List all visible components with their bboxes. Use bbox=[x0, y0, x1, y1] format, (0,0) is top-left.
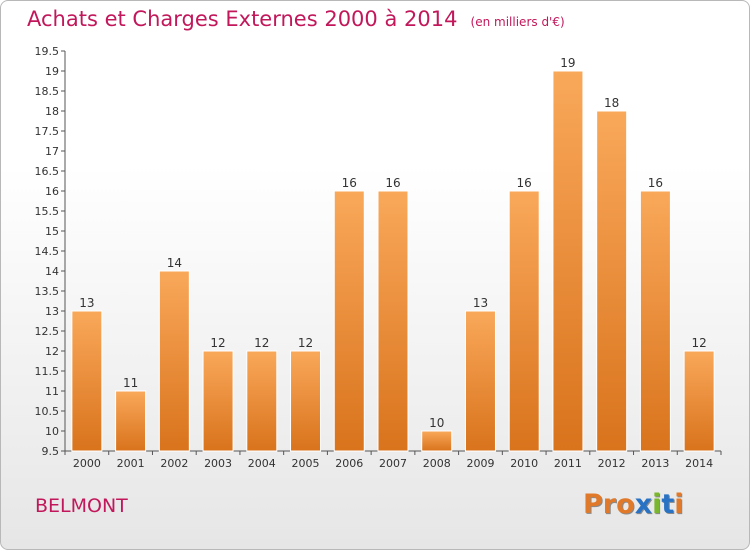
y-tick-label: 16 bbox=[45, 185, 59, 198]
y-tick-label: 19 bbox=[45, 65, 59, 78]
x-tick-label: 2003 bbox=[204, 457, 232, 470]
logo-letter: P bbox=[583, 489, 603, 520]
y-tick-label: 13 bbox=[45, 305, 59, 318]
x-tick-label: 2004 bbox=[248, 457, 276, 470]
bar bbox=[464, 310, 496, 452]
x-tick-label: 2012 bbox=[598, 457, 626, 470]
chart-unit: (en milliers d'€) bbox=[470, 15, 565, 29]
y-axis: 9.5 10 10.5 11 11.5 12 12.5 13 13.5 14 14.5 15 15.5 1… bbox=[35, 45, 66, 458]
bar bbox=[290, 350, 322, 452]
x-tick-label: 2006 bbox=[335, 457, 363, 470]
x-tick-label: 2001 bbox=[117, 457, 145, 470]
y-tick-label: 9.5 bbox=[42, 445, 60, 458]
bar bbox=[246, 350, 278, 452]
bar-value-label: 19 bbox=[560, 56, 575, 70]
logo-letter: i bbox=[674, 489, 684, 520]
logo-letter: i bbox=[652, 489, 662, 520]
bar-value-label: 12 bbox=[691, 336, 706, 350]
x-tick-label: 2013 bbox=[641, 457, 669, 470]
bar-value-label: 12 bbox=[210, 336, 225, 350]
x-tick-label: 2000 bbox=[73, 457, 101, 470]
bar bbox=[421, 430, 453, 452]
y-tick-label: 14.5 bbox=[35, 245, 60, 258]
bar-value-label: 10 bbox=[429, 416, 444, 430]
y-tick-label: 15 bbox=[45, 225, 59, 238]
bar-value-label: 16 bbox=[517, 176, 532, 190]
x-tick-label: 2005 bbox=[292, 457, 320, 470]
y-tick-label: 19.5 bbox=[35, 45, 60, 58]
y-tick-label: 11 bbox=[45, 385, 59, 398]
bar-value-label: 16 bbox=[342, 176, 357, 190]
x-axis: 2000 2001 2002 2003 2004 2005 2006 2007 2008 2009… bbox=[64, 450, 722, 470]
y-tick-label: 17.5 bbox=[35, 125, 60, 138]
x-tick-label: 2014 bbox=[685, 457, 713, 470]
logo-letter: t bbox=[661, 489, 675, 520]
logo-letter: o bbox=[616, 489, 635, 520]
y-tick-label: 15.5 bbox=[35, 205, 60, 218]
bar bbox=[596, 110, 628, 452]
bar bbox=[202, 350, 234, 452]
y-tick-label: 14 bbox=[45, 265, 59, 278]
y-tick-label: 11.5 bbox=[35, 365, 60, 378]
bar bbox=[639, 190, 671, 452]
y-tick-label: 16.5 bbox=[35, 165, 60, 178]
chart-title-text: Achats et Charges Externes 2000 à 2014 bbox=[27, 7, 458, 31]
bar bbox=[552, 70, 584, 452]
city-name: BELMONT bbox=[35, 495, 128, 517]
y-tick-label: 13.5 bbox=[35, 285, 60, 298]
bar-value-label: 13 bbox=[79, 296, 94, 310]
proxiti-logo: Proxiti bbox=[583, 489, 684, 520]
bar-value-label: 12 bbox=[254, 336, 269, 350]
bar-value-label: 16 bbox=[648, 176, 663, 190]
bars: 13 11 14 12 12 12 16 16 10 13 16 19 18 16 12 bbox=[71, 56, 715, 452]
y-tick-label: 12.5 bbox=[35, 325, 60, 338]
bar bbox=[158, 270, 190, 452]
bar-value-label: 11 bbox=[123, 376, 138, 390]
y-tick-label: 18.5 bbox=[35, 85, 60, 98]
y-tick-label: 18 bbox=[45, 105, 59, 118]
x-tick-label: 2002 bbox=[160, 457, 188, 470]
y-tick-label: 10 bbox=[45, 425, 59, 438]
bar bbox=[508, 190, 540, 452]
x-tick-label: 2008 bbox=[423, 457, 451, 470]
bar-value-label: 18 bbox=[604, 96, 619, 110]
bar-value-label: 12 bbox=[298, 336, 313, 350]
bar bbox=[115, 390, 147, 452]
logo-letter: r bbox=[602, 489, 617, 520]
bar bbox=[683, 350, 715, 452]
bar bbox=[333, 190, 365, 452]
bar-value-label: 14 bbox=[167, 256, 182, 270]
x-tick-label: 2007 bbox=[379, 457, 407, 470]
chart-title: Achats et Charges Externes 2000 à 2014 (… bbox=[27, 7, 565, 31]
bar-value-label: 13 bbox=[473, 296, 488, 310]
bar-value-label: 16 bbox=[385, 176, 400, 190]
bar bbox=[71, 310, 103, 452]
y-tick-label: 17 bbox=[45, 145, 59, 158]
bar bbox=[377, 190, 409, 452]
y-tick-label: 12 bbox=[45, 345, 59, 358]
x-tick-label: 2011 bbox=[554, 457, 582, 470]
y-tick-label: 10.5 bbox=[35, 405, 60, 418]
logo-letter: x bbox=[634, 489, 653, 520]
x-tick-label: 2010 bbox=[510, 457, 538, 470]
x-tick-label: 2009 bbox=[466, 457, 494, 470]
